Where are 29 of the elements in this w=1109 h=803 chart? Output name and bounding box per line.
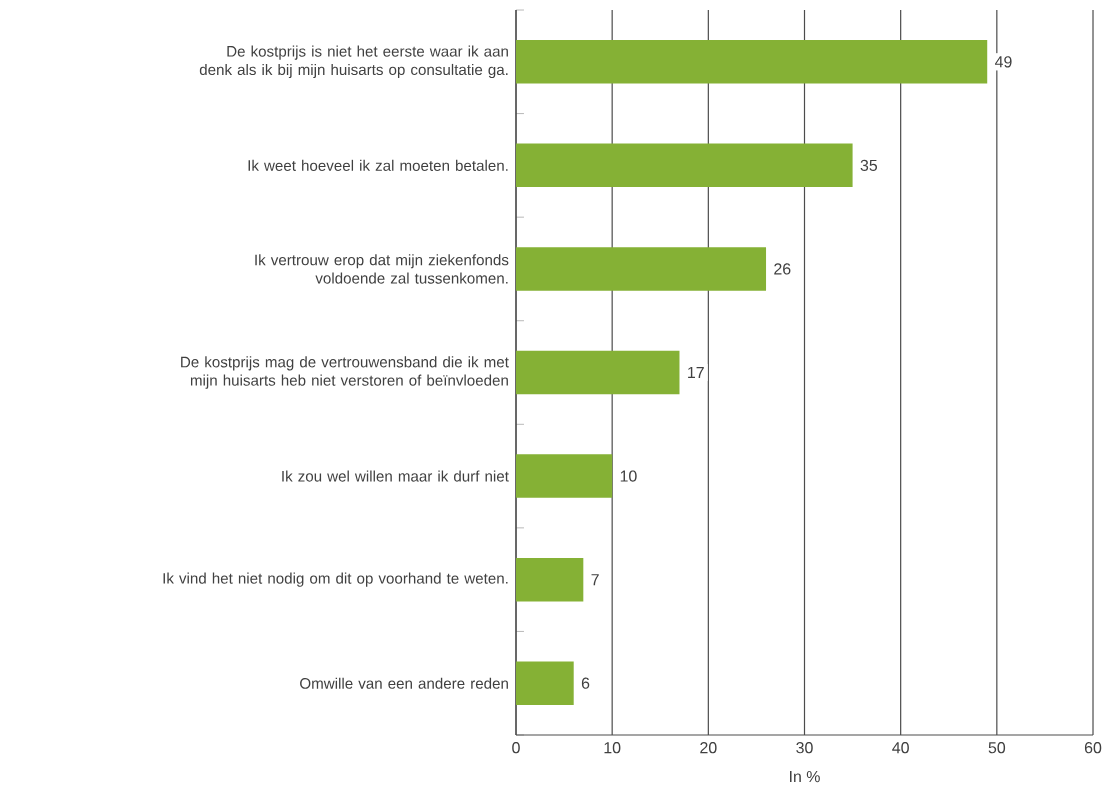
y-tick-label: Omwille van een andere reden: [300, 677, 508, 689]
x-tick-label: 30: [796, 742, 813, 754]
data-label: 6: [581, 677, 590, 689]
y-tick-label: De kostprijs is niet het eerste waar ik aan denk als ik bij mijn huisarts op consultatie ga.: [199, 45, 508, 79]
x-tick-label: 40: [892, 742, 909, 754]
x-tick-label: 0: [512, 742, 520, 754]
data-label: 10: [620, 470, 637, 482]
bar: [516, 661, 574, 705]
x-tick-label: 10: [604, 742, 621, 754]
y-tick-label: De kostprijs mag de vertrouwensband die ik met mijn huisarts heb niet verstoren of beïnvloeden: [181, 356, 509, 389]
bar: [516, 454, 613, 498]
data-label: 49: [994, 56, 1012, 68]
x-tick-label: 60: [1084, 742, 1102, 754]
data-label: 26: [774, 263, 791, 275]
x-axis-title: In %: [790, 771, 820, 783]
data-label: 35: [860, 159, 878, 172]
bar: [516, 350, 680, 395]
bar: [516, 247, 767, 291]
y-tick-label: Ik weet hoeveel ik zal moeten betalen.: [248, 159, 508, 171]
data-label: 17: [688, 367, 704, 378]
y-tick-label: Ik vertrouw erop dat mijn ziekenfonds voldoende zal tussenkomen.: [255, 254, 509, 284]
bar: [516, 40, 988, 84]
bar: [516, 557, 584, 602]
x-tick-label: 20: [700, 742, 717, 754]
y-tick-label: Ik zou wel willen maar ik durf niet: [282, 470, 509, 482]
x-tick-label: 50: [988, 742, 1006, 754]
data-label: 7: [591, 574, 599, 586]
y-tick-label: Ik vind het niet nodig om dit op voorhand te weten.: [163, 572, 508, 587]
bar: [516, 143, 853, 188]
